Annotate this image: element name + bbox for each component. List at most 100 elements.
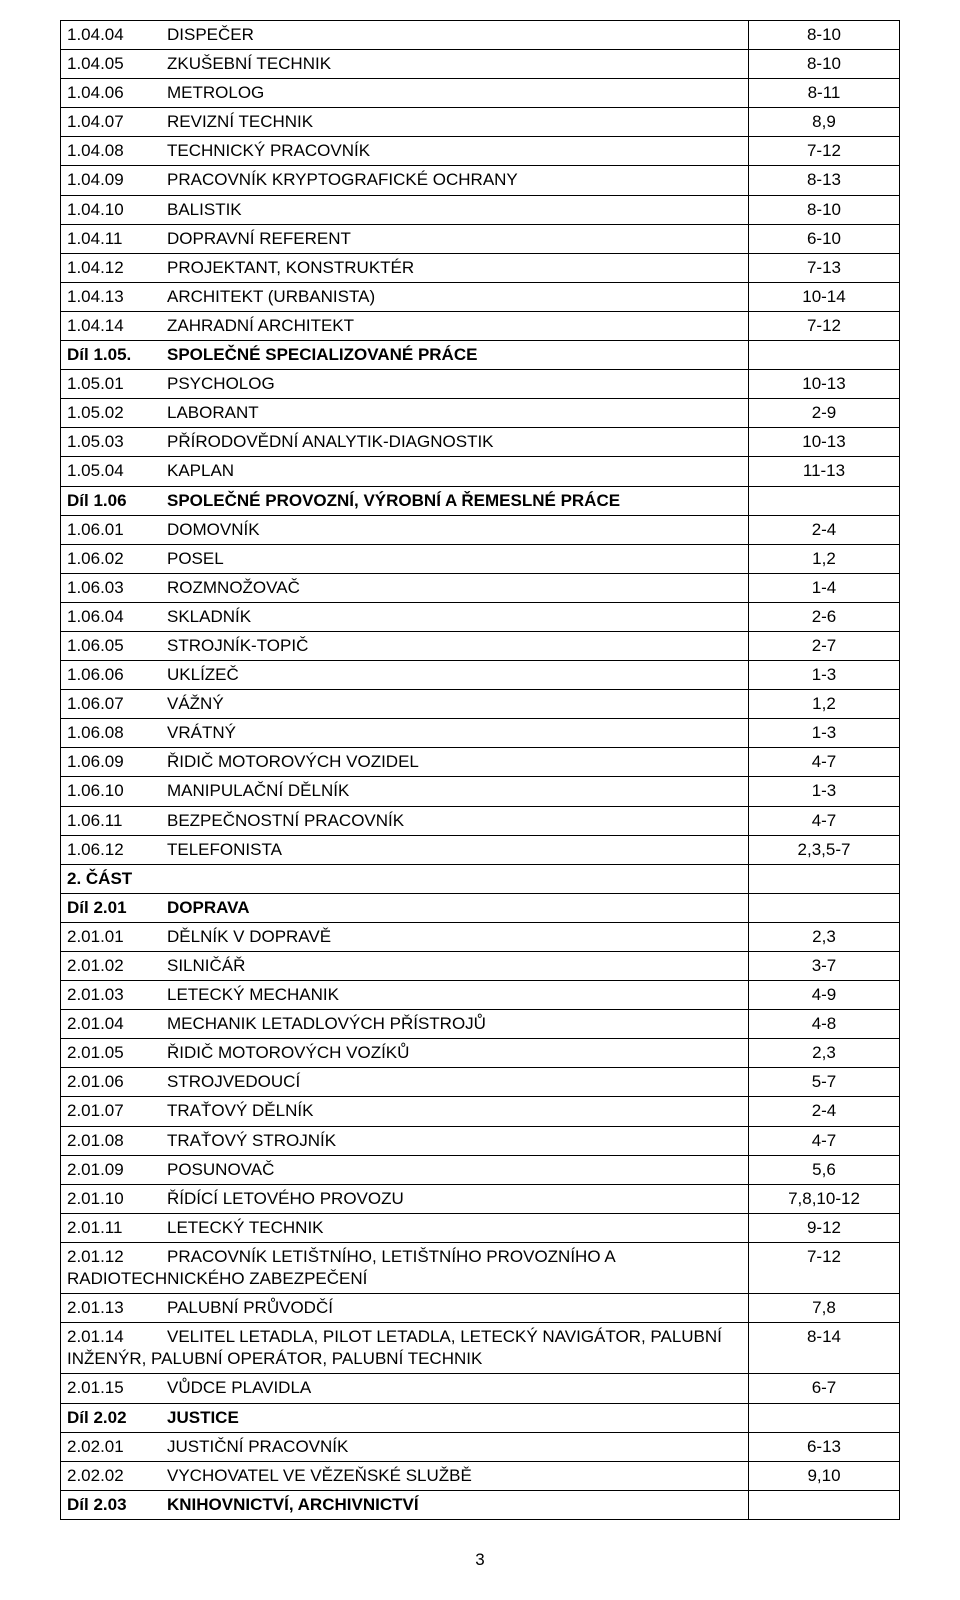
row-label: BEZPEČNOSTNÍ PRACOVNÍK <box>167 810 742 832</box>
table-row: 1.04.04DISPEČER8-10 <box>61 21 900 50</box>
code-cell: 2.01.11LETECKÝ TECHNIK <box>61 1213 749 1242</box>
table-row: 2.01.03LETECKÝ MECHANIK4-9 <box>61 981 900 1010</box>
row-label: PRACOVNÍK LETIŠTNÍHO, LETIŠTNÍHO PROVOZN… <box>167 1246 742 1268</box>
value-cell: 4-7 <box>748 806 899 835</box>
table-row: 1.04.13ARCHITEKT (URBANISTA)10-14 <box>61 282 900 311</box>
code-cell: 2.01.13PALUBNÍ PRŮVODČÍ <box>61 1294 749 1323</box>
page-number: 3 <box>60 1550 900 1570</box>
table-row: 2.01.07TRAŤOVÝ DĚLNÍK2-4 <box>61 1097 900 1126</box>
row-label: ARCHITEKT (URBANISTA) <box>167 286 742 308</box>
code-cell: 1.06.07VÁŽNÝ <box>61 690 749 719</box>
row-code: 1.04.14 <box>67 315 167 337</box>
code-cell: 1.06.06UKLÍZEČ <box>61 661 749 690</box>
row-label: ZKUŠEBNÍ TECHNIK <box>167 53 742 75</box>
value-cell: 4-7 <box>748 748 899 777</box>
table-row: 1.06.10MANIPULAČNÍ DĚLNÍK1-3 <box>61 777 900 806</box>
value-cell: 6-7 <box>748 1374 899 1403</box>
code-cell: 2.01.05ŘIDIČ MOTOROVÝCH VOZÍKŮ <box>61 1039 749 1068</box>
code-cell: 1.04.14ZAHRADNÍ ARCHITEKT <box>61 311 749 340</box>
table-row: 1.06.01DOMOVNÍK2-4 <box>61 515 900 544</box>
row-code: 1.06.06 <box>67 664 167 686</box>
row-label: KNIHOVNICTVÍ, ARCHIVNICTVÍ <box>167 1494 742 1516</box>
table-row: Díl 2.01DOPRAVA <box>61 893 900 922</box>
code-cell: 2.01.01DĚLNÍK V DOPRAVĚ <box>61 922 749 951</box>
value-cell: 7,8 <box>748 1294 899 1323</box>
row-code: 2.01.10 <box>67 1188 167 1210</box>
code-cell: 2. ČÁST <box>61 864 749 893</box>
table-row: 2.01.04MECHANIK LETADLOVÝCH PŘÍSTROJŮ4-8 <box>61 1010 900 1039</box>
code-cell: 1.05.02LABORANT <box>61 399 749 428</box>
code-cell: 1.05.01PSYCHOLOG <box>61 370 749 399</box>
table-row: 1.04.10BALISTIK8-10 <box>61 195 900 224</box>
table-row: 1.06.04SKLADNÍK2-6 <box>61 602 900 631</box>
code-cell: 2.01.04MECHANIK LETADLOVÝCH PŘÍSTROJŮ <box>61 1010 749 1039</box>
code-cell: Díl 2.02JUSTICE <box>61 1403 749 1432</box>
value-cell: 4-9 <box>748 981 899 1010</box>
code-cell: 1.06.02POSEL <box>61 544 749 573</box>
row-label: VRÁTNÝ <box>167 722 742 744</box>
row-code: 1.04.07 <box>67 111 167 133</box>
value-cell: 1-3 <box>748 719 899 748</box>
value-cell: 2,3,5-7 <box>748 835 899 864</box>
code-cell: Díl 2.01DOPRAVA <box>61 893 749 922</box>
table-row: 1.06.09ŘIDIČ MOTOROVÝCH VOZIDEL4-7 <box>61 748 900 777</box>
table-row: 2.02.02VYCHOVATEL VE VĚZEŇSKÉ SLUŽBĚ9,10 <box>61 1461 900 1490</box>
code-cell: 1.06.08VRÁTNÝ <box>61 719 749 748</box>
table-row: 2. ČÁST <box>61 864 900 893</box>
table-row: 2.01.13PALUBNÍ PRŮVODČÍ7,8 <box>61 1294 900 1323</box>
row-code: Díl 2.02 <box>67 1407 167 1429</box>
code-cell: 1.04.04DISPEČER <box>61 21 749 50</box>
row-code: 2.01.01 <box>67 926 167 948</box>
table-row: 1.06.11BEZPEČNOSTNÍ PRACOVNÍK4-7 <box>61 806 900 835</box>
row-code: 2.01.06 <box>67 1071 167 1093</box>
row-code: 1.06.08 <box>67 722 167 744</box>
value-cell: 1-3 <box>748 661 899 690</box>
table-row: 2.01.09POSUNOVAČ5,6 <box>61 1155 900 1184</box>
row-code: 1.06.10 <box>67 780 167 802</box>
row-label: ROZMNOŽOVAČ <box>167 577 742 599</box>
table-row: 2.01.14VELITEL LETADLA, PILOT LETADLA, L… <box>61 1323 900 1374</box>
row-code: 2.01.15 <box>67 1377 167 1399</box>
row-code: 2.01.12 <box>67 1246 167 1268</box>
row-label: BALISTIK <box>167 199 742 221</box>
row-code: 2.01.11 <box>67 1217 167 1239</box>
table-row: 1.06.02POSEL1,2 <box>61 544 900 573</box>
row-code: 1.05.04 <box>67 460 167 482</box>
code-cell: 1.04.06METROLOG <box>61 79 749 108</box>
value-cell <box>748 486 899 515</box>
value-cell <box>748 893 899 922</box>
row-code: 1.06.09 <box>67 751 167 773</box>
table-row: 1.06.08VRÁTNÝ1-3 <box>61 719 900 748</box>
row-label: STROJVEDOUCÍ <box>167 1071 742 1093</box>
row-label: TRAŤOVÝ STROJNÍK <box>167 1130 742 1152</box>
table-row: Díl 1.06SPOLEČNÉ PROVOZNÍ, VÝROBNÍ A ŘEM… <box>61 486 900 515</box>
row-code: 2.01.08 <box>67 1130 167 1152</box>
table-row: 1.04.08TECHNICKÝ PRACOVNÍK7-12 <box>61 137 900 166</box>
value-cell <box>748 864 899 893</box>
value-cell: 7-12 <box>748 1242 899 1293</box>
value-cell: 8-14 <box>748 1323 899 1374</box>
row-label: POSUNOVAČ <box>167 1159 742 1181</box>
row-label-cont: INŽENÝR, PALUBNÍ OPERÁTOR, PALUBNÍ TECHN… <box>67 1348 742 1370</box>
row-label: VÁŽNÝ <box>167 693 742 715</box>
row-code: 1.06.11 <box>67 810 167 832</box>
row-label: LETECKÝ TECHNIK <box>167 1217 742 1239</box>
code-cell: 1.06.11BEZPEČNOSTNÍ PRACOVNÍK <box>61 806 749 835</box>
row-label: DOPRAVA <box>167 897 742 919</box>
row-label-cont: RADIOTECHNICKÉHO ZABEZPEČENÍ <box>67 1268 742 1290</box>
row-label: KAPLAN <box>167 460 742 482</box>
value-cell: 1,2 <box>748 544 899 573</box>
row-label: PALUBNÍ PRŮVODČÍ <box>167 1297 742 1319</box>
row-code: 1.04.11 <box>67 228 167 250</box>
table-row: 2.01.05ŘIDIČ MOTOROVÝCH VOZÍKŮ2,3 <box>61 1039 900 1068</box>
table-row: 1.04.12PROJEKTANT, KONSTRUKTÉR7-13 <box>61 253 900 282</box>
value-cell: 2-4 <box>748 1097 899 1126</box>
table-row: 1.06.05STROJNÍK-TOPIČ2-7 <box>61 631 900 660</box>
row-code: Díl 2.03 <box>67 1494 167 1516</box>
row-code: 2.01.09 <box>67 1159 167 1181</box>
row-label: LETECKÝ MECHANIK <box>167 984 742 1006</box>
code-cell: 1.06.04SKLADNÍK <box>61 602 749 631</box>
code-cell: 1.05.03PŘÍRODOVĚDNÍ ANALYTIK-DIAGNOSTIK <box>61 428 749 457</box>
row-label: JUSTIČNÍ PRACOVNÍK <box>167 1436 742 1458</box>
row-code: 1.05.03 <box>67 431 167 453</box>
